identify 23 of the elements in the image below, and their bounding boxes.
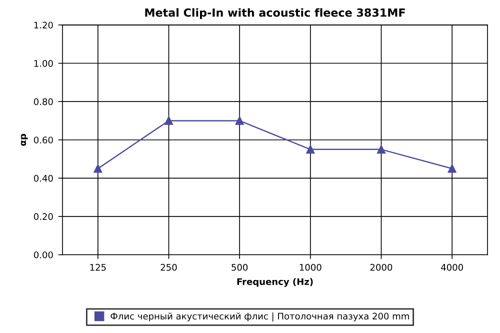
x-tick-label: 2000 (370, 264, 392, 271)
chart-title: Metal Clip-In with acoustic fleece 3831MF (145, 8, 405, 19)
y-tick-label: 1.00 (34, 60, 53, 67)
x-tick-label: 1000 (300, 264, 322, 271)
x-tick-label: 500 (232, 264, 248, 271)
point (94, 164, 102, 173)
point (164, 116, 173, 125)
x-tick-label: 250 (160, 264, 177, 271)
y-tick-label: 0.60 (34, 136, 53, 144)
point (306, 145, 315, 154)
x-tick-label: 125 (90, 264, 106, 271)
y-tick-label: 0.20 (34, 213, 53, 220)
x-axis-title: Frequency (Hz) (237, 278, 313, 287)
point (448, 164, 456, 173)
y-tick-label: 1.20 (34, 22, 53, 29)
y-tick-label: 0.40 (34, 174, 53, 182)
point (235, 116, 244, 125)
x-tick-label: 4000 (441, 264, 463, 271)
y-tick-label: 0.80 (34, 98, 53, 106)
legend-label: Флис черный акустический флис | Потолочная пазуха 200 mm (110, 312, 409, 322)
y-axis-title: αp (20, 134, 28, 146)
point (377, 145, 386, 154)
y-tick-label: 0.00 (34, 251, 53, 258)
